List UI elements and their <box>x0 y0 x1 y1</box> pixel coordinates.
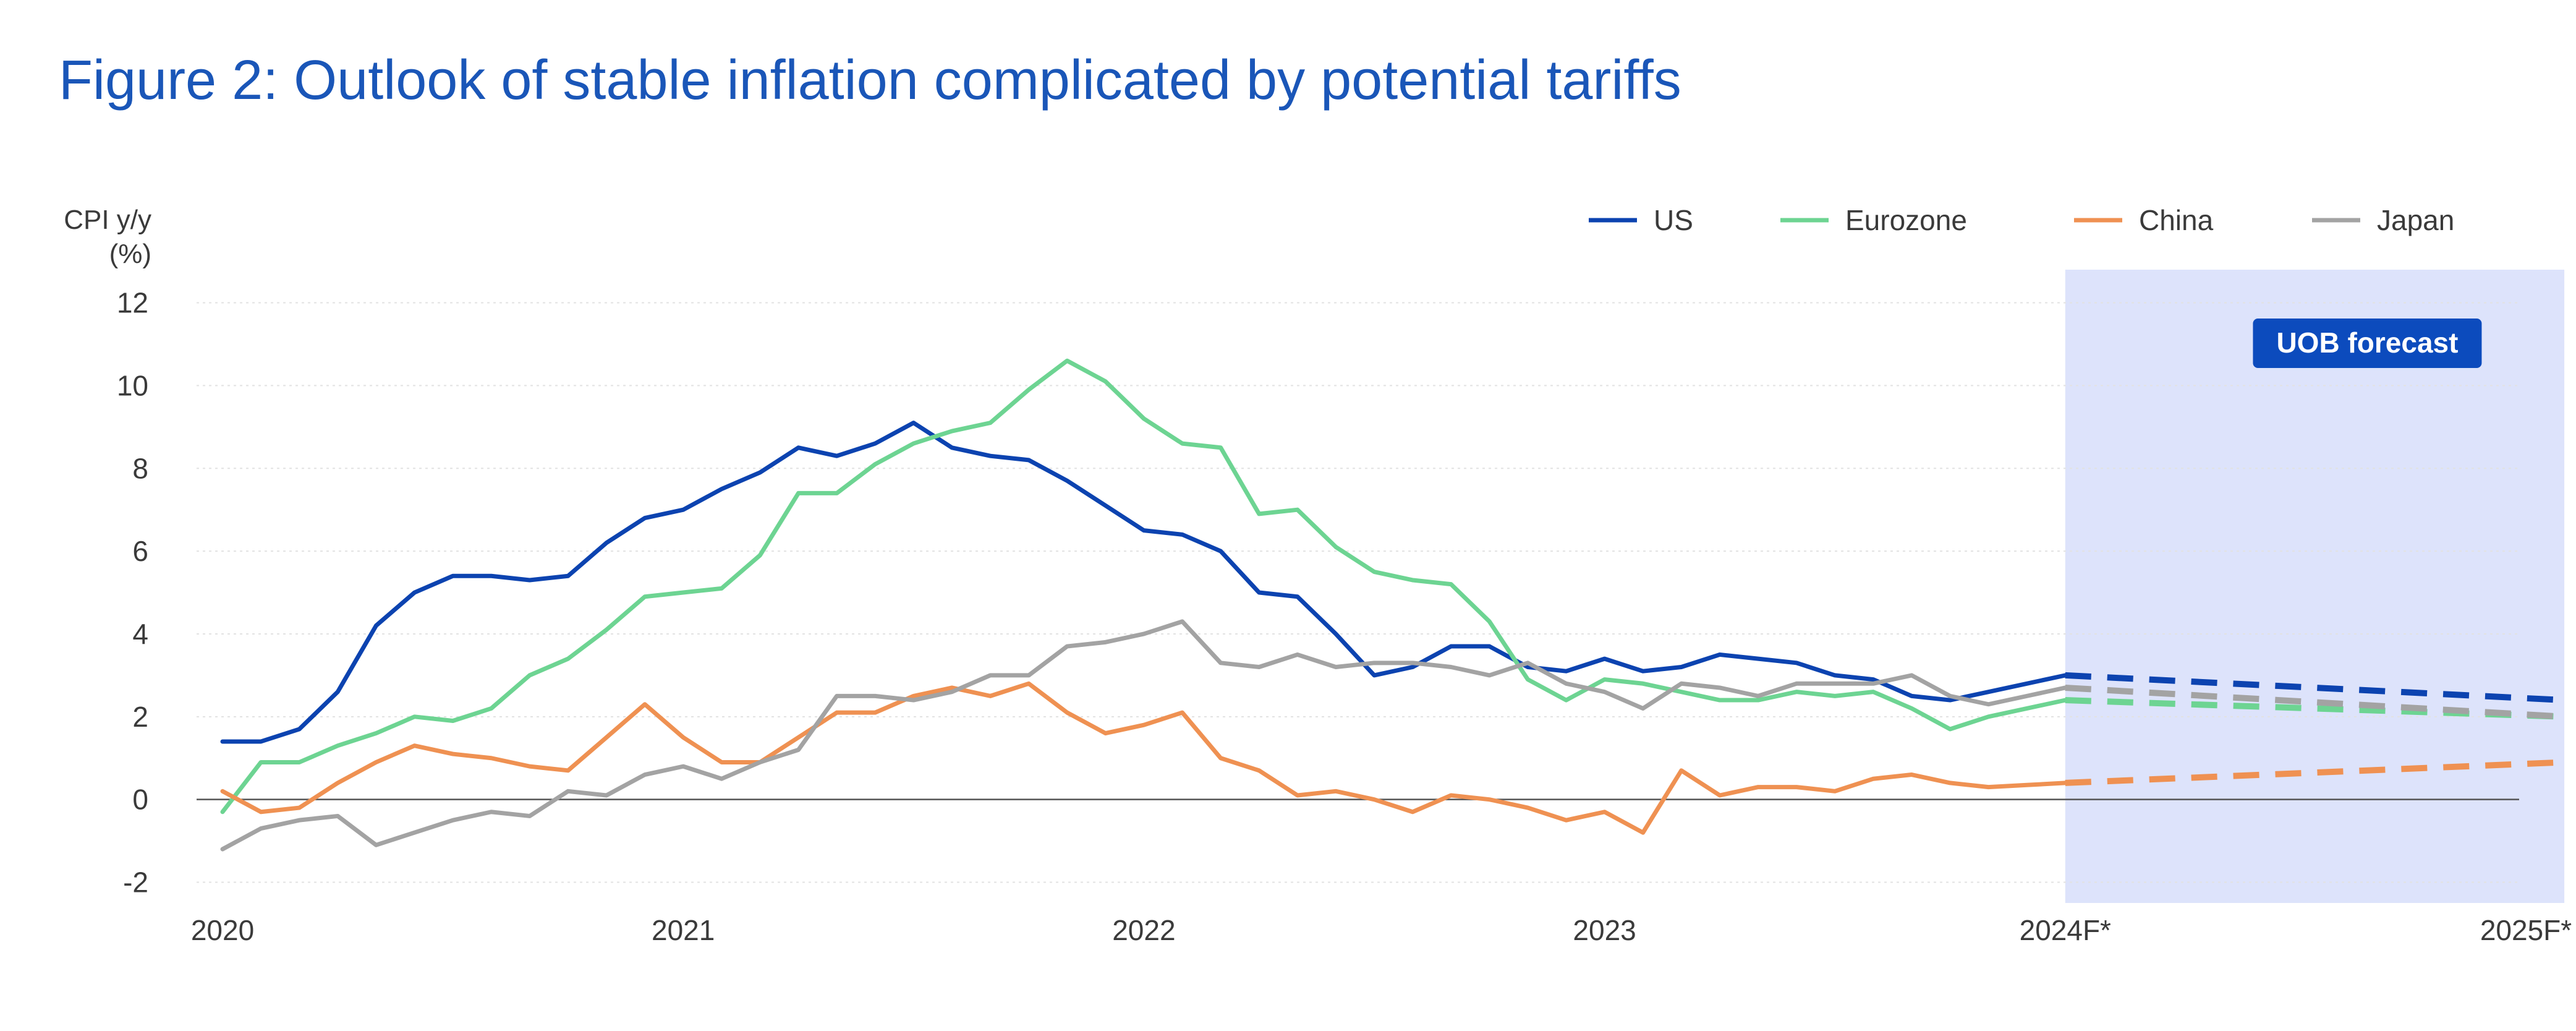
y-axis-label-line1: CPI y/y <box>64 205 151 235</box>
legend: US Eurozone China Japan <box>1589 204 2454 236</box>
series-line-china <box>220 681 2068 835</box>
series-line-eurozone <box>220 358 2068 815</box>
y-tick-label: 8 <box>132 452 148 484</box>
x-tick-label: 2022 <box>1112 914 1175 946</box>
x-tick-label: 2020 <box>191 914 254 946</box>
legend-label-japan: Japan <box>2377 204 2454 236</box>
series-layer <box>220 358 2565 852</box>
legend-label-eurozone: Eurozone <box>1845 204 1967 236</box>
series-line-us <box>220 421 2068 744</box>
x-tick-label: 2021 <box>652 914 715 946</box>
x-tick-label: 2025F* <box>2480 914 2572 946</box>
forecast-badge <box>2253 319 2482 368</box>
y-tick-label: 4 <box>132 618 148 650</box>
x-axis-ticks: 2020 2021 2022 2023 2024F* 2025F* <box>191 914 2572 946</box>
forecast-band-layer: UOB forecast <box>2065 270 2565 903</box>
grid-layer <box>197 302 2519 883</box>
x-tick-label: 2024F* <box>2020 914 2111 946</box>
chart-title: Figure 2: Outlook of stable inflation co… <box>59 49 1681 111</box>
forecast-band <box>2065 270 2565 903</box>
y-tick-label: 10 <box>117 369 148 401</box>
y-axis-label-line2: (%) <box>109 239 151 269</box>
series-line-japan <box>220 619 2068 852</box>
legend-label-china: China <box>2139 204 2214 236</box>
y-tick-label: 0 <box>132 784 148 816</box>
y-tick-label: 2 <box>132 701 148 733</box>
x-tick-label: 2023 <box>1573 914 1636 946</box>
y-tick-label: -2 <box>123 866 148 899</box>
y-tick-label: 12 <box>117 287 148 319</box>
y-axis-ticks: 12 10 8 6 4 2 0 -2 <box>117 287 148 899</box>
forecast-badge-label: UOB forecast <box>2276 327 2458 359</box>
y-tick-label: 6 <box>132 535 148 567</box>
legend-label-us: US <box>1654 204 1693 236</box>
